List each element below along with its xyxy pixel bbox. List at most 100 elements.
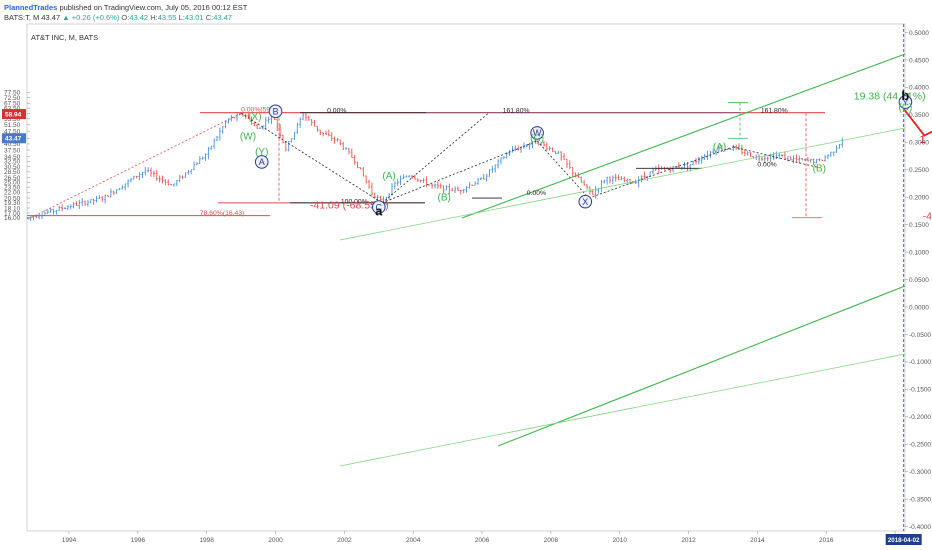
ohlc-close-label: C: xyxy=(205,13,214,22)
right-tick-label: -0.3500 xyxy=(909,496,931,503)
x-tick-label: 1994 xyxy=(62,537,77,544)
publisher-name[interactable]: PlannedTrades xyxy=(4,3,58,12)
annotation-label: 0.00% xyxy=(757,162,776,169)
y-tick-label: 20.50 xyxy=(4,195,21,202)
ohlc-low-value: 43.01 xyxy=(184,13,204,22)
plot-area[interactable] xyxy=(26,23,906,532)
wave-label: (B) xyxy=(438,192,451,203)
wave-label: (B) xyxy=(813,163,826,174)
wave-label: A xyxy=(259,157,265,167)
projection-path xyxy=(902,108,932,137)
y-tick-label: 72.50 xyxy=(4,95,21,102)
right-tick-label: 0.2500 xyxy=(909,167,929,174)
wave-label: Y xyxy=(902,97,908,107)
x-tick-label: 2016 xyxy=(819,537,834,544)
right-tick-label: -0.3000 xyxy=(909,469,931,476)
x-tick-label: 2010 xyxy=(612,537,627,544)
right-tick-label: -0.0500 xyxy=(909,332,931,339)
wave-degree-label: a xyxy=(375,204,383,219)
up-arrow-icon: ▲ xyxy=(62,13,70,22)
drawings-layer xyxy=(27,24,906,531)
ohlc-high-label: H: xyxy=(150,13,158,22)
zigzag-down-2 xyxy=(536,140,590,199)
wave-label: (C) xyxy=(898,103,912,114)
impulse-label: 1 xyxy=(920,134,926,146)
y-tick-label: 34.50 xyxy=(4,154,21,161)
wave-circle xyxy=(371,200,386,214)
y-tick-label: 55.50 xyxy=(4,116,21,123)
y-tick-label: 77.50 xyxy=(4,90,21,97)
right-tick-label: 0.4500 xyxy=(909,57,929,64)
right-tick-label: -0.2000 xyxy=(909,414,931,421)
channel-top xyxy=(461,53,906,219)
right-tick-label: 0.4000 xyxy=(909,85,929,92)
marked-price-badge-bg xyxy=(2,109,26,120)
x-tick-label: 2006 xyxy=(475,537,490,544)
right-tick-label: 0.1000 xyxy=(909,249,929,256)
right-tick-label: -0.2500 xyxy=(909,442,931,449)
y-tick-label: 37.50 xyxy=(4,147,21,154)
y-tick-label: 67.50 xyxy=(4,101,21,108)
y-tick-label: 32.50 xyxy=(4,159,21,166)
y-tick-label: 51.50 xyxy=(4,122,21,129)
y-tick-label: 30.50 xyxy=(4,164,21,171)
date-badge-bg xyxy=(885,534,922,545)
current-price-badge: 43.47 xyxy=(5,136,22,143)
wave-label: (C) xyxy=(530,134,544,145)
ohlc-low-label: L: xyxy=(178,13,185,22)
wave-label: X xyxy=(582,197,588,207)
annotation-label: 0.00%(59.94) xyxy=(241,107,282,114)
right-tick-label: 0.5000 xyxy=(909,30,929,37)
right-tick-label: 0.2000 xyxy=(909,195,929,202)
annotation-label: 0.00% xyxy=(527,190,546,197)
projection-layer xyxy=(902,108,932,137)
y-tick-label: 63.50 xyxy=(4,105,21,112)
wave-circle xyxy=(578,194,593,209)
annotation-label: -41.09 (-68.55%) xyxy=(310,199,389,211)
y-tick-label: 22.00 xyxy=(4,190,21,197)
wave-label: (A) xyxy=(713,142,726,153)
x-tick-label: 2002 xyxy=(337,537,352,544)
annotation-label: -43.54 (-72.53%) xyxy=(923,210,932,222)
y-tick-label: 16.00 xyxy=(4,215,21,222)
ohlc-high-value: 43.55 xyxy=(157,13,177,22)
chart-title: AT&T INC, M, BATS xyxy=(31,33,98,42)
annotation-label: 78.60%(16.43) xyxy=(200,210,245,217)
right-tick-label: 0.3000 xyxy=(909,140,929,147)
marked-price-badge: 58.94 xyxy=(5,111,22,118)
x-tick-label: 2008 xyxy=(544,537,559,544)
symbol-line: BATS:T, M 43.47 xyxy=(4,13,61,22)
right-tick-label: -0.1000 xyxy=(909,359,931,366)
chart-header: PlannedTrades published on TradingView.c… xyxy=(4,3,247,23)
wave-label: B xyxy=(273,107,279,117)
annotations-layer: 0.00%(59.94) 0.00% 161.80% 161.80% 100.00% 0.… xyxy=(200,91,932,223)
wave-circle xyxy=(530,126,544,140)
ohlc-open-label: O: xyxy=(121,13,130,22)
zigzag-down-3 xyxy=(733,146,820,169)
right-tick-label: 0.0000 xyxy=(909,304,929,311)
x-tick-label: 2000 xyxy=(268,537,283,544)
channel-bottom xyxy=(497,285,906,447)
wave-label: (Y) xyxy=(255,147,268,158)
annotation-label: 100.00% xyxy=(341,199,368,206)
x-tick-label: 1998 xyxy=(199,537,214,544)
right-tick-label: 0.1500 xyxy=(909,222,929,229)
right-tick-label: 0.3500 xyxy=(909,112,929,119)
channel-bottom-inner xyxy=(339,353,906,467)
y-tick-label: 26.50 xyxy=(4,175,21,182)
right-tick-label: 0.0500 xyxy=(909,277,929,284)
wave-label: (W) xyxy=(240,131,256,142)
x-tick-label: 2012 xyxy=(681,537,696,544)
wave-circle xyxy=(268,104,283,119)
wave-label: W xyxy=(533,128,542,138)
y-tick-label: 23.50 xyxy=(4,184,21,191)
wave-circle xyxy=(898,95,913,109)
axes-layer: 77.5072.5067.5063.5059.5055.5051.5047.50… xyxy=(2,30,931,545)
wave-label: C xyxy=(376,202,383,212)
x-tick-label: 2004 xyxy=(406,537,421,544)
date-badge: 2018-04-02 xyxy=(888,537,920,544)
wave-label: (A) xyxy=(382,171,395,182)
channel-top-inner xyxy=(339,127,906,241)
zigzag-up-3 xyxy=(588,146,734,199)
